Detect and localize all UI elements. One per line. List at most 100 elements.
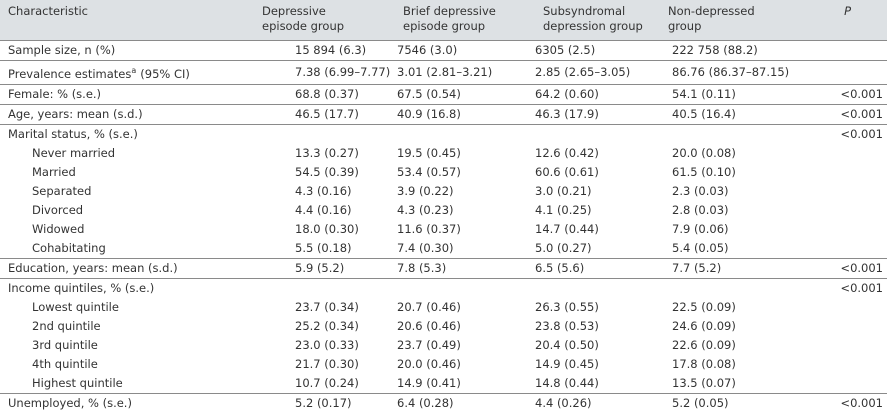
sub-label: Never married [32,145,116,160]
cell-value: 12.6 (0.42) [535,145,599,160]
cell-value: 5.2 (0.17) [255,392,395,413]
empty-cell [780,374,887,394]
cell-value: 7.4 (0.30) [397,240,454,255]
p-value: <0.001 [780,123,887,144]
empty-cell [780,239,887,259]
cell-value: 20.7 (0.46) [397,299,461,314]
cell-value: 68.8 (0.37) [255,83,395,105]
sub-row: Lowest quintile 23.7 (0.34) 20.7 (0.46) 26.… [0,298,887,317]
cell-value: 22.6 (0.09) [672,337,736,352]
cell-value: 20.0 (0.08) [672,145,736,160]
cell-value: 4.3 (0.23) [397,202,454,217]
cell-value: 7.9 (0.06) [672,221,729,236]
cell-value: 6305 (2.5) [535,40,660,61]
p-value: <0.001 [780,103,887,125]
sub-row: 4th quintile 21.7 (0.30) 20.0 (0.46) 14.9 (… [0,355,887,374]
empty-cell [780,182,887,201]
cell-value: 86.76 (86.37–87.15) [660,60,789,85]
cell-value: 4.3 (0.16) [295,183,352,198]
empty-cell [780,355,887,374]
cell-value: 2.8 (0.03) [672,202,729,217]
cell-value: 13.5 (0.07) [672,375,736,390]
sub-label: 2nd quintile [32,318,101,333]
cell-value: 7.8 (5.3) [395,257,535,279]
cell-value: 23.0 (0.33) [295,337,359,352]
label-text: Prevalence estimates [8,66,132,81]
column-header: Brief depressive episode group [395,0,535,41]
cell-value: 7546 (3.0) [395,40,535,61]
empty-cell [780,336,887,355]
cell-value: 40.5 (16.4) [660,103,780,125]
sub-row: Married 54.5 (0.39) 53.4 (0.57) 60.6 (0.61)… [0,163,887,182]
cell-value: 3.01 (2.81–3.21) [395,60,535,85]
cell-value: 13.3 (0.27) [295,145,359,160]
table-row: Sample size, n (%) 15 894 (6.3) 7546 (3.0)… [0,40,887,61]
cell-value: 40.9 (16.8) [395,103,535,125]
cell-value: 2.3 (0.03) [672,183,729,198]
cell-value: 18.0 (0.30) [295,221,359,236]
empty-cell [660,123,780,144]
cell-value: 5.0 (0.27) [535,240,592,255]
footnote-mark: a [131,66,137,75]
table-row: Education, years: mean (s.d.) 5.9 (5.2) 7.… [0,257,887,279]
cell-value: 20.6 (0.46) [397,318,461,333]
cell-value: 60.6 (0.61) [535,164,599,179]
cell-value: 67.5 (0.54) [395,83,535,105]
empty-cell [780,144,887,163]
empty-cell [780,298,887,317]
cell-value: 4.4 (0.16) [295,202,352,217]
group-label: Marital status, % (s.e.) [0,123,255,144]
p-value: <0.001 [780,257,887,279]
cell-value: 5.9 (5.2) [255,257,395,279]
cell-value: 5.5 (0.18) [295,240,352,255]
sub-label: 3rd quintile [32,337,98,352]
cell-value: 4.4 (0.26) [535,392,660,413]
p-value: <0.001 [780,277,887,298]
sub-row: Widowed 18.0 (0.30) 11.6 (0.37) 14.7 (0.44)… [0,220,887,239]
row-label: Sample size, n (%) [0,40,255,61]
group-row: Income quintiles, % (s.e.) <0.001 [0,277,887,298]
cell-value: 6.5 (5.6) [535,257,660,279]
sub-label: Widowed [32,221,85,236]
empty-cell [255,277,395,298]
cell-value: 14.9 (0.41) [397,375,461,390]
empty-cell [395,123,535,144]
cell-value: 25.2 (0.34) [295,318,359,333]
cell-value: 7.38 (6.99–7.77) [255,60,395,85]
sub-label: Highest quintile [32,375,123,390]
column-header: Subsyndromal depression group [535,0,660,41]
cell-value: 23.7 (0.49) [397,337,461,352]
sub-row: Divorced 4.4 (0.16) 4.3 (0.23) 4.1 (0.25) 2.… [0,201,887,220]
table-row: Age, years: mean (s.d.) 46.5 (17.7) 40.9 (… [0,103,887,125]
p-value: <0.001 [780,83,887,105]
sub-row: Cohabitating 5.5 (0.18) 7.4 (0.30) 5.0 (0.2… [0,239,887,259]
cell-value: 61.5 (0.10) [672,164,736,179]
cell-value: 2.85 (2.65–3.05) [535,60,660,85]
cell-value: 23.7 (0.34) [295,299,359,314]
cell-value: 17.8 (0.08) [672,356,736,371]
column-header: Non-depressed group [660,0,780,41]
cell-value: 6.4 (0.28) [395,392,535,413]
cell-value: 10.7 (0.24) [295,375,359,390]
cell-value: 54.1 (0.11) [660,83,780,105]
cell-value: 23.8 (0.53) [535,318,599,333]
sub-row: 3rd quintile 23.0 (0.33) 23.7 (0.49) 20.4 (… [0,336,887,355]
table-body: Sample size, n (%) 15 894 (6.3) 7546 (3.0)… [0,40,887,413]
row-label: Unemployed, % (s.e.) [0,392,255,413]
sub-label: Lowest quintile [32,299,119,314]
table-row: Female: % (s.e.) 68.8 (0.37) 67.5 (0.54) 64… [0,83,887,105]
cell-value: 64.2 (0.60) [535,83,660,105]
cell-value: 19.5 (0.45) [397,145,461,160]
cell-value: 5.4 (0.05) [672,240,729,255]
row-label: Age, years: mean (s.d.) [0,103,255,125]
column-header: P [780,0,887,41]
sub-row: 2nd quintile 25.2 (0.34) 20.6 (0.46) 23.8 (… [0,317,887,336]
cell-value: 3.0 (0.21) [535,183,592,198]
cell-value: 4.1 (0.25) [535,202,592,217]
cell-value: 11.6 (0.37) [397,221,461,236]
cell-value: 20.0 (0.46) [397,356,461,371]
sub-label: 4th quintile [32,356,98,371]
empty-cell [535,277,660,298]
